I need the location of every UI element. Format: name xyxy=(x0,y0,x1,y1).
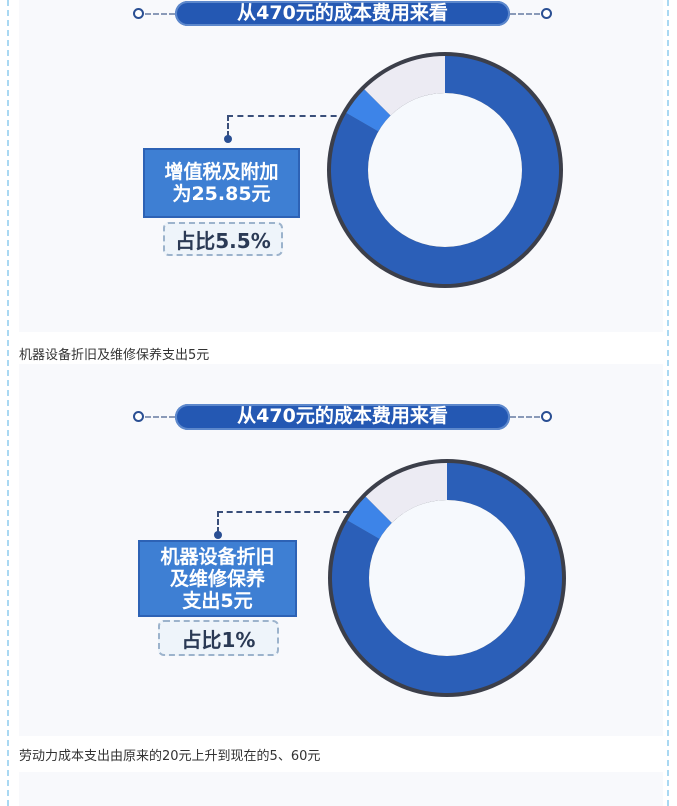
title-connector-left xyxy=(145,416,175,418)
segment-highlighted xyxy=(347,496,392,539)
infographic-image-1: 从470元的成本费用来看 增值税及附加 为25.85元 占比5.5% xyxy=(19,0,663,332)
donut-center xyxy=(369,500,525,656)
caption-2: 劳动力成本支出由原来的20元上升到现在的5、60元 xyxy=(19,749,321,764)
cost-label: 增值税及附加 为25.85元 xyxy=(143,148,300,218)
donut-chart xyxy=(327,52,563,288)
leader-dot xyxy=(224,135,232,143)
title-ring-dot-left xyxy=(133,8,144,19)
percent-label: 占比5.5% xyxy=(163,222,283,256)
segment-remaining xyxy=(364,56,445,116)
title-connector-right xyxy=(510,13,540,15)
infographic-image-2: 从470元的成本费用来看 机器设备折旧 及维修保养 支出5元 占比1% xyxy=(19,364,663,736)
segment-remaining xyxy=(365,463,447,523)
leader-line xyxy=(217,511,349,513)
title-ring-dot-left xyxy=(133,411,144,422)
segment-other-costs xyxy=(332,463,562,693)
right-dashed-border xyxy=(667,0,669,806)
donut-chart xyxy=(328,459,566,697)
segment-highlighted xyxy=(346,89,391,132)
segment-other-costs xyxy=(331,56,559,284)
donut-center xyxy=(368,93,522,247)
caption-1: 机器设备折旧及维修保养支出5元 xyxy=(19,348,210,363)
leader-dot xyxy=(214,531,222,539)
title-ring-dot-right xyxy=(541,411,552,422)
leader-line-vertical xyxy=(227,115,229,137)
figure-title: 从470元的成本费用来看 xyxy=(175,404,510,430)
title-connector-left xyxy=(145,13,175,15)
cost-label: 机器设备折旧 及维修保养 支出5元 xyxy=(138,540,297,617)
title-connector-right xyxy=(510,416,540,418)
figure-title: 从470元的成本费用来看 xyxy=(175,1,510,26)
leader-line xyxy=(227,115,347,117)
leader-line-vertical xyxy=(217,511,219,533)
title-ring-dot-right xyxy=(541,8,552,19)
infographic-image-3 xyxy=(19,772,663,806)
left-dashed-border xyxy=(7,0,9,806)
percent-label: 占比1% xyxy=(158,620,279,656)
